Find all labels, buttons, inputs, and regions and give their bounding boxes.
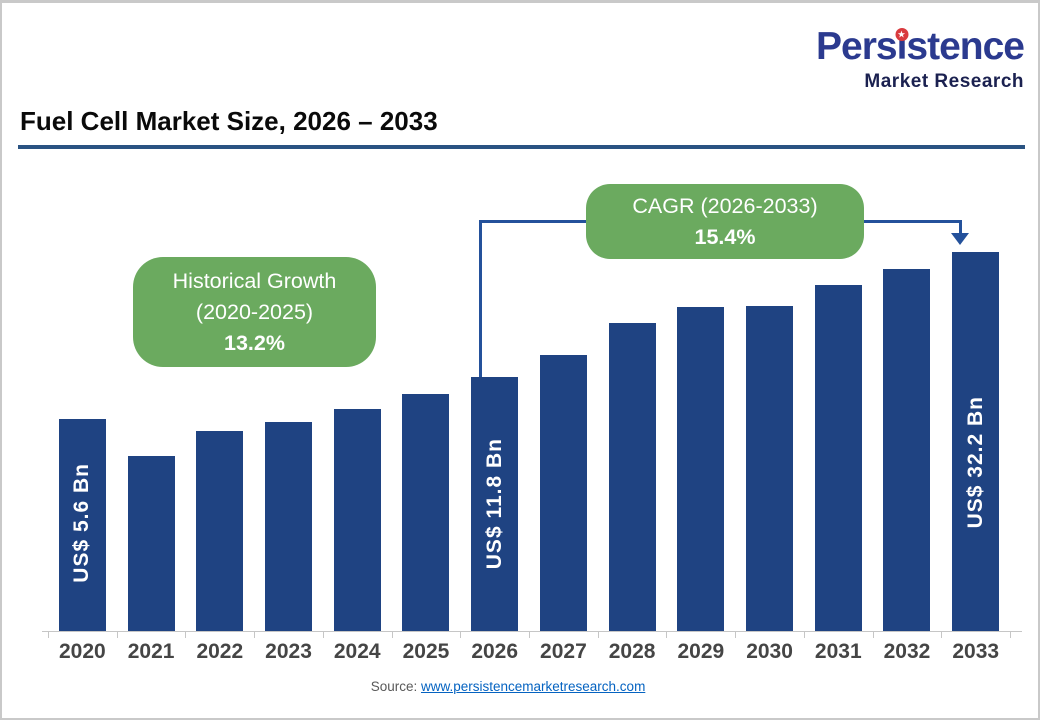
cagr-line1: CAGR (2026-2033) [632,193,818,218]
axis-tick [803,631,805,638]
bar-2029 [677,307,725,631]
axis-tick [666,631,668,638]
bar-2023 [265,422,313,631]
axis-tick [48,631,49,638]
axis-label-2026: 2026 [471,640,519,663]
cagr-callout: CAGR (2026-2033) 15.4% [586,184,864,259]
brand-wordmark: Persi ★ stence [816,25,1025,68]
source-link[interactable]: www.persistencemarketresearch.com [420,679,646,694]
historical-growth-line1: Historical Growth [172,268,337,293]
arrow-down-icon [951,233,969,245]
bar-2033: US$ 32.2 Bn [952,252,1000,631]
bar-2024 [333,409,381,631]
axis-label-2020: 2020 [59,640,106,663]
axis-label-2028: 2028 [608,640,656,663]
bar-2032 [883,269,931,631]
bar-column-2028 [598,173,667,631]
bar-column-2033: US$ 32.2 Bn [941,173,1010,631]
cagr-bracket-left-leg [479,220,482,377]
axis-label-2022: 2022 [196,640,244,663]
bar-2031 [814,285,862,631]
axis-tick [597,631,599,638]
page-title: Fuel Cell Market Size, 2026 – 2033 [20,106,438,136]
x-axis-line [42,631,1022,632]
bar-column-2024 [323,173,392,631]
axis-label-2027: 2027 [540,640,587,663]
bars-row: US$ 5.6 Bn US$ 11.8 Bn US$ 32.2 Bn [48,173,1010,631]
axis-tick [735,631,737,638]
bar-value-label-2033: US$ 32.2 Bn [963,395,987,528]
bar-column-2032 [873,173,942,631]
bar-column-2022 [185,173,254,631]
axis-label-2021: 2021 [127,640,175,663]
axis-tick [185,631,187,638]
bar-column-2026: US$ 11.8 Bn [460,173,529,631]
bar-2020: US$ 5.6 Bn [58,419,106,631]
cagr-bracket-right-leg [959,220,962,234]
wordmark-post: stence [906,25,1025,68]
axis-tick [1010,631,1011,638]
x-axis-labels: 2020 2021 2022 2023 2024 2025 2026 2027 2028 2029… [48,640,1010,664]
bar-column-2027 [529,173,598,631]
bar-column-2021 [117,173,186,631]
source-label: Source: [370,679,418,694]
axis-tick [460,631,462,638]
wordmark-pre: Pers [816,25,898,68]
axis-label-2030: 2030 [746,640,793,663]
historical-growth-callout: Historical Growth (2020-2025) 13.2% [133,257,376,367]
bar-column-2029 [666,173,735,631]
brand-logo: Persi ★ stence Market Research [816,25,1025,93]
bar-column-2020: US$ 5.6 Bn [48,173,117,631]
axis-label-2033: 2033 [952,640,1000,663]
axis-label-2025: 2025 [402,640,450,663]
bar-2026: US$ 11.8 Bn [471,377,519,631]
axis-label-2029: 2029 [677,640,725,663]
cagr-value: 15.4% [694,224,756,249]
x-axis-ticks [48,631,1011,639]
axis-label-2031: 2031 [814,640,862,663]
historical-growth-value: 13.2% [224,330,285,355]
wordmark-star-i: i ★ [895,25,908,68]
axis-tick [941,631,943,638]
star-icon: ★ [895,28,908,41]
bar-column-2025 [392,173,461,631]
axis-tick [872,631,874,638]
bar-2030 [746,306,794,631]
bar-value-label-2020: US$ 5.6 Bn [70,463,94,583]
axis-label-2023: 2023 [265,640,312,663]
brand-subtitle: Market Research [864,70,1024,92]
axis-tick [254,631,256,638]
bar-2025 [402,394,450,631]
wordmark-i: i [896,25,908,68]
bar-2028 [608,323,656,631]
axis-label-2024: 2024 [333,640,381,663]
axis-tick [116,631,118,638]
historical-growth-line2: (2020-2025) [195,299,314,324]
axis-label-2032: 2032 [883,640,931,663]
bar-column-2031 [804,173,873,631]
axis-tick [529,631,530,638]
bar-column-2023 [254,173,323,631]
bar-value-label-2026: US$ 11.8 Bn [482,437,506,569]
axis-tick [322,631,324,638]
source-line: Source: www.persistencemarketresearch.co… [2,679,1014,694]
title-underline [18,145,1025,149]
bar-2022 [196,431,244,631]
bar-2021 [127,456,175,631]
axis-tick [391,631,393,638]
bar-column-2030 [735,173,804,631]
bar-2027 [539,355,587,631]
